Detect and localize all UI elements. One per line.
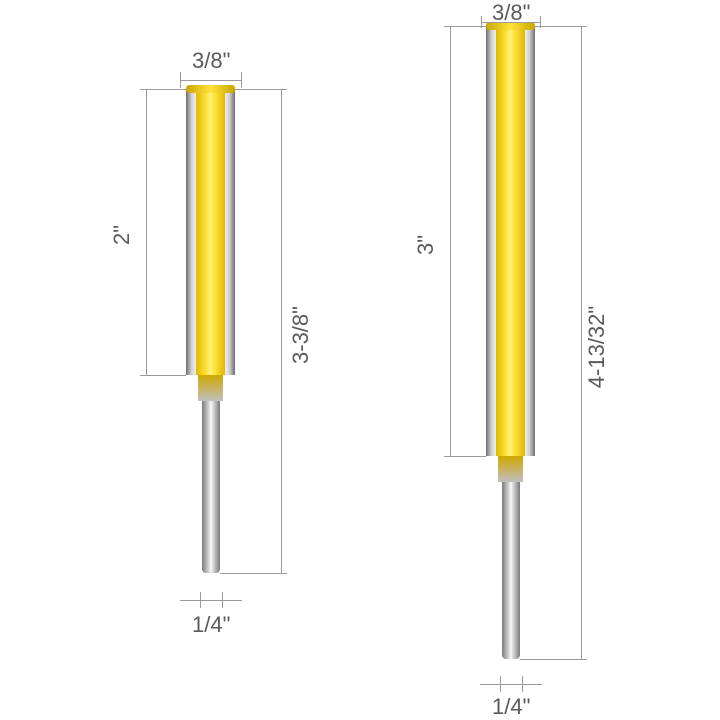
- left-overall-tick-t: [235, 89, 287, 90]
- right-top-hline: [481, 22, 541, 23]
- left-top-hline: [180, 80, 242, 81]
- right-overall-vline: [581, 26, 582, 659]
- left-bit-taper: [198, 375, 223, 401]
- right-overall-tick-t: [535, 26, 587, 27]
- left-top-tick-l: [180, 72, 181, 88]
- left-bit-flute-right: [225, 89, 235, 375]
- left-bit-shank: [202, 401, 220, 573]
- right-overall-tick-b: [520, 659, 587, 660]
- right-bit-cutter: [486, 26, 535, 456]
- left-shank-tick-r: [222, 592, 223, 608]
- left-top-tick-r: [241, 72, 242, 88]
- left-shank-diameter-label: 1/4": [192, 612, 230, 638]
- right-cutter-length-label: 3": [413, 235, 439, 255]
- right-bit-flute-left: [486, 26, 496, 456]
- right-bit-flute-right: [525, 26, 535, 456]
- left-cutter-diameter-label: 3/8": [192, 48, 230, 74]
- left-bit-core: [196, 89, 225, 375]
- left-cutter-length-label: 2": [109, 225, 135, 245]
- left-overall-length-label: 3-3/8": [288, 306, 314, 364]
- left-cutlen-tick-t: [140, 89, 186, 90]
- left-bit-tip: [186, 85, 235, 93]
- left-bit-flute-left: [186, 89, 196, 375]
- right-bit-core: [496, 26, 525, 456]
- diagram-stage: 3/8" 2" 3-3/8" 1/4" 3/8" 3" 4-13/32" 1/4…: [0, 0, 720, 720]
- right-bit-taper: [498, 456, 523, 482]
- right-cutlen-tick-t: [444, 26, 486, 27]
- right-shank-tick-r: [522, 676, 523, 692]
- left-bit-cutter: [186, 89, 235, 375]
- left-shank-tick-l: [200, 592, 201, 608]
- right-overall-length-label: 4-13/32": [584, 306, 610, 388]
- left-shank-hline: [180, 600, 242, 601]
- right-cutlen-vline: [450, 26, 451, 456]
- right-cutlen-tick-b: [444, 456, 486, 457]
- left-overall-vline: [281, 89, 282, 573]
- right-shank-diameter-label: 1/4": [492, 694, 530, 720]
- right-shank-hline: [480, 684, 542, 685]
- left-cutlen-tick-b: [140, 375, 186, 376]
- right-bit-shank: [502, 482, 520, 659]
- left-overall-tick-b: [220, 573, 287, 574]
- left-cutlen-vline: [146, 89, 147, 375]
- right-shank-tick-l: [500, 676, 501, 692]
